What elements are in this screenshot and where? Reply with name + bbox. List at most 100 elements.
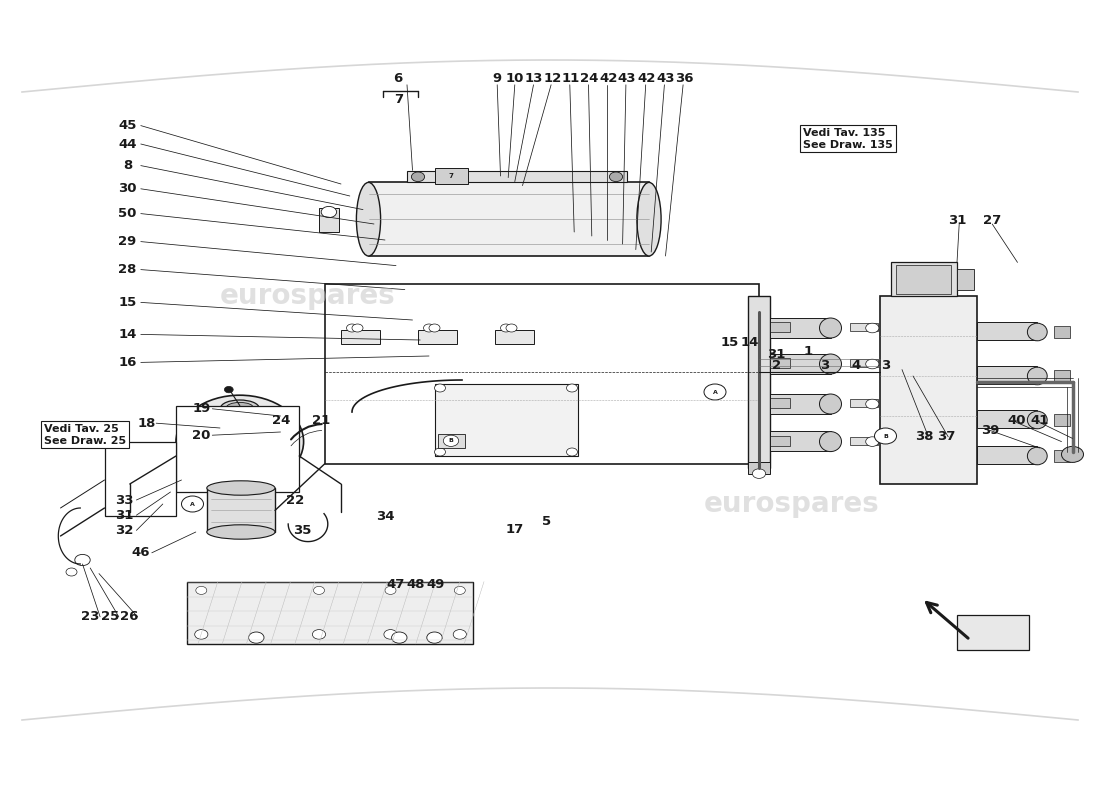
Bar bbox=[341, 330, 380, 344]
Ellipse shape bbox=[227, 402, 253, 414]
Text: 37: 37 bbox=[937, 430, 955, 442]
Text: 31: 31 bbox=[948, 214, 966, 227]
Bar bbox=[1054, 370, 1070, 382]
Circle shape bbox=[609, 172, 623, 182]
Circle shape bbox=[704, 384, 726, 400]
Circle shape bbox=[195, 630, 208, 639]
Text: 14: 14 bbox=[119, 328, 136, 341]
Bar bbox=[850, 323, 878, 331]
Ellipse shape bbox=[820, 354, 842, 374]
Text: 47: 47 bbox=[387, 578, 405, 590]
Circle shape bbox=[312, 630, 326, 639]
Circle shape bbox=[874, 428, 896, 444]
Ellipse shape bbox=[820, 394, 842, 414]
Text: 43: 43 bbox=[657, 72, 674, 85]
Bar bbox=[891, 262, 957, 296]
Text: A: A bbox=[713, 390, 717, 394]
Bar bbox=[770, 354, 830, 374]
Text: eurospares: eurospares bbox=[704, 490, 880, 518]
Bar bbox=[770, 394, 830, 414]
Circle shape bbox=[346, 324, 358, 332]
Text: 42: 42 bbox=[600, 72, 617, 85]
Circle shape bbox=[434, 384, 446, 392]
Text: 11: 11 bbox=[562, 72, 580, 85]
Text: 24: 24 bbox=[273, 414, 290, 426]
Text: 44: 44 bbox=[119, 138, 136, 150]
Text: 12: 12 bbox=[543, 72, 561, 85]
Text: Vedi Tav. 135
See Draw. 135: Vedi Tav. 135 See Draw. 135 bbox=[803, 128, 893, 150]
Text: 28: 28 bbox=[119, 263, 136, 276]
Bar bbox=[770, 431, 830, 451]
Text: 21: 21 bbox=[312, 414, 330, 426]
Text: 23: 23 bbox=[81, 610, 99, 623]
Text: 48: 48 bbox=[407, 578, 425, 590]
Text: 25: 25 bbox=[101, 610, 119, 623]
Circle shape bbox=[1062, 446, 1084, 462]
Bar bbox=[850, 437, 878, 445]
Bar bbox=[438, 434, 465, 448]
Text: 26: 26 bbox=[120, 610, 138, 623]
Bar bbox=[850, 399, 878, 407]
Bar bbox=[770, 358, 790, 368]
Text: eurospares: eurospares bbox=[220, 282, 396, 310]
Bar bbox=[977, 322, 1037, 340]
Circle shape bbox=[427, 632, 442, 643]
Text: 17: 17 bbox=[506, 523, 524, 536]
Bar bbox=[434, 168, 468, 184]
Circle shape bbox=[321, 206, 337, 218]
Text: 13: 13 bbox=[525, 72, 542, 85]
Ellipse shape bbox=[820, 431, 842, 451]
Circle shape bbox=[752, 469, 766, 478]
Bar bbox=[495, 330, 534, 344]
Ellipse shape bbox=[820, 318, 842, 338]
Ellipse shape bbox=[637, 182, 661, 256]
Circle shape bbox=[176, 395, 304, 488]
Circle shape bbox=[454, 586, 465, 594]
Ellipse shape bbox=[207, 481, 275, 495]
Bar bbox=[1054, 414, 1070, 426]
Circle shape bbox=[224, 386, 233, 393]
Text: B: B bbox=[449, 438, 453, 443]
Ellipse shape bbox=[207, 525, 275, 539]
Text: 15: 15 bbox=[720, 336, 738, 349]
Circle shape bbox=[182, 496, 204, 512]
Circle shape bbox=[352, 324, 363, 332]
Text: 18: 18 bbox=[138, 417, 155, 430]
Ellipse shape bbox=[356, 182, 381, 256]
Circle shape bbox=[314, 586, 324, 594]
Bar bbox=[748, 462, 770, 474]
Text: 9: 9 bbox=[493, 72, 502, 85]
Text: 8: 8 bbox=[123, 159, 132, 172]
Circle shape bbox=[506, 324, 517, 332]
Bar bbox=[977, 366, 1037, 384]
Bar bbox=[407, 171, 627, 182]
Circle shape bbox=[196, 410, 284, 474]
Text: 32: 32 bbox=[116, 524, 133, 537]
Bar bbox=[324, 284, 759, 464]
Text: 31: 31 bbox=[116, 509, 133, 522]
Bar bbox=[1054, 326, 1070, 338]
Bar bbox=[368, 182, 649, 256]
Ellipse shape bbox=[1027, 367, 1047, 385]
Text: 31: 31 bbox=[768, 348, 785, 361]
Bar bbox=[1054, 450, 1070, 462]
Ellipse shape bbox=[220, 400, 260, 416]
Circle shape bbox=[866, 323, 879, 333]
Text: 16: 16 bbox=[119, 356, 136, 369]
Circle shape bbox=[66, 568, 77, 576]
Text: 30: 30 bbox=[119, 182, 136, 195]
Text: 45: 45 bbox=[119, 119, 136, 132]
Bar bbox=[434, 384, 578, 456]
Text: 33: 33 bbox=[116, 494, 133, 506]
Text: 3: 3 bbox=[821, 359, 829, 372]
Circle shape bbox=[434, 448, 446, 456]
Bar bbox=[770, 436, 790, 446]
Bar bbox=[770, 398, 790, 408]
Bar bbox=[748, 296, 770, 468]
Circle shape bbox=[566, 448, 578, 456]
Bar bbox=[957, 615, 1028, 650]
Bar bbox=[770, 322, 790, 332]
Text: 29: 29 bbox=[119, 235, 136, 248]
Text: 46: 46 bbox=[132, 546, 150, 559]
Text: 1: 1 bbox=[804, 346, 813, 358]
